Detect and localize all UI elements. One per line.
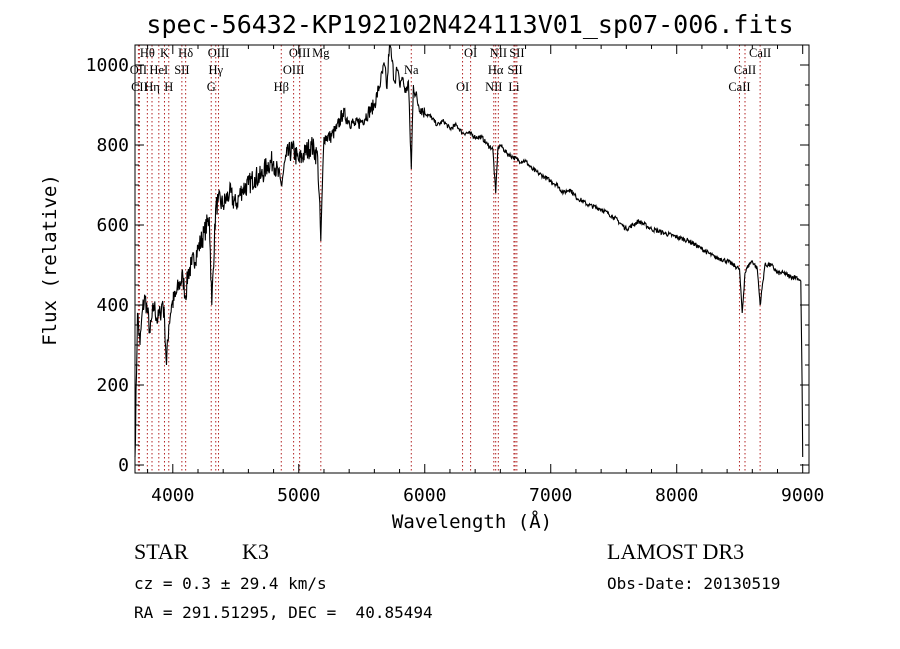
line-label-7: SII bbox=[174, 63, 189, 77]
survey-name: LAMOST DR3 bbox=[607, 539, 745, 564]
line-label-9: OIII bbox=[208, 46, 230, 60]
redshift-cz: cz = 0.3 ± 29.4 km/s bbox=[134, 574, 327, 593]
plot-frame bbox=[134, 44, 810, 474]
line-label-21: NII bbox=[490, 46, 507, 60]
line-label-25: CaII bbox=[734, 63, 756, 77]
line-label-20: NII bbox=[485, 80, 502, 94]
line-label-22: SII bbox=[507, 63, 522, 77]
x-tick-label-4: 8000 bbox=[655, 485, 698, 506]
object-class: STAR bbox=[134, 539, 189, 564]
x-tick-label-0: 4000 bbox=[151, 485, 194, 506]
object-subclass: K3 bbox=[242, 539, 269, 564]
line-label-27: CaII bbox=[749, 46, 771, 60]
y-axis-label: Flux (relative) bbox=[39, 174, 61, 346]
y-tick-label-5: 1000 bbox=[86, 55, 129, 76]
line-label-26: CaII bbox=[728, 80, 750, 94]
spectral-line-labels: HθOIICIIKHeIHηHδSIIHOIIIHγGOIIIOIIIHβMgN… bbox=[130, 46, 772, 94]
y-tick-label-0: 0 bbox=[118, 455, 129, 476]
chart-title: spec-56432-KP192102N424113V01_sp07-006.f… bbox=[146, 10, 793, 39]
spectrum-line bbox=[134, 44, 804, 458]
line-label-24: SII bbox=[509, 46, 524, 60]
spectral-line-markers bbox=[137, 45, 761, 473]
y-tick-label-4: 800 bbox=[96, 135, 129, 156]
line-label-14: Hβ bbox=[274, 80, 289, 94]
line-label-19: Hα bbox=[488, 63, 504, 77]
line-label-23: Li bbox=[508, 80, 520, 94]
line-label-18: OI bbox=[464, 46, 477, 60]
line-label-15: Mg bbox=[312, 46, 330, 60]
line-label-4: HeI bbox=[149, 63, 168, 77]
line-label-6: Hδ bbox=[178, 46, 193, 60]
line-label-11: G bbox=[207, 80, 216, 94]
line-label-12: OIII bbox=[289, 46, 311, 60]
observation-date: Obs-Date: 20130519 bbox=[607, 574, 781, 593]
line-label-17: OI bbox=[456, 80, 469, 94]
line-label-10: Hγ bbox=[208, 63, 223, 77]
line-label-13: OIII bbox=[283, 63, 305, 77]
x-axis-label: Wavelength (Å) bbox=[392, 510, 552, 533]
y-axis: 0 200 400 600 800 1000 bbox=[86, 55, 809, 476]
x-tick-label-3: 7000 bbox=[529, 485, 572, 506]
coordinates: RA = 291.51295, DEC = 40.85494 bbox=[134, 603, 433, 622]
x-tick-label-5: 9000 bbox=[781, 485, 824, 506]
line-label-3: K bbox=[160, 46, 169, 60]
y-tick-label-1: 200 bbox=[96, 375, 129, 396]
x-axis: 4000 5000 6000 7000 8000 9000 bbox=[147, 45, 824, 506]
line-label-8: H bbox=[164, 80, 173, 94]
y-tick-label-3: 600 bbox=[96, 215, 129, 236]
line-label-5: Hη bbox=[144, 80, 160, 94]
y-tick-label-2: 400 bbox=[96, 295, 129, 316]
line-label-16: Na bbox=[404, 63, 419, 77]
line-label-1: OII bbox=[130, 63, 147, 77]
x-tick-label-1: 5000 bbox=[277, 485, 320, 506]
line-label-0: Hθ bbox=[140, 46, 155, 60]
x-tick-label-2: 6000 bbox=[403, 485, 446, 506]
